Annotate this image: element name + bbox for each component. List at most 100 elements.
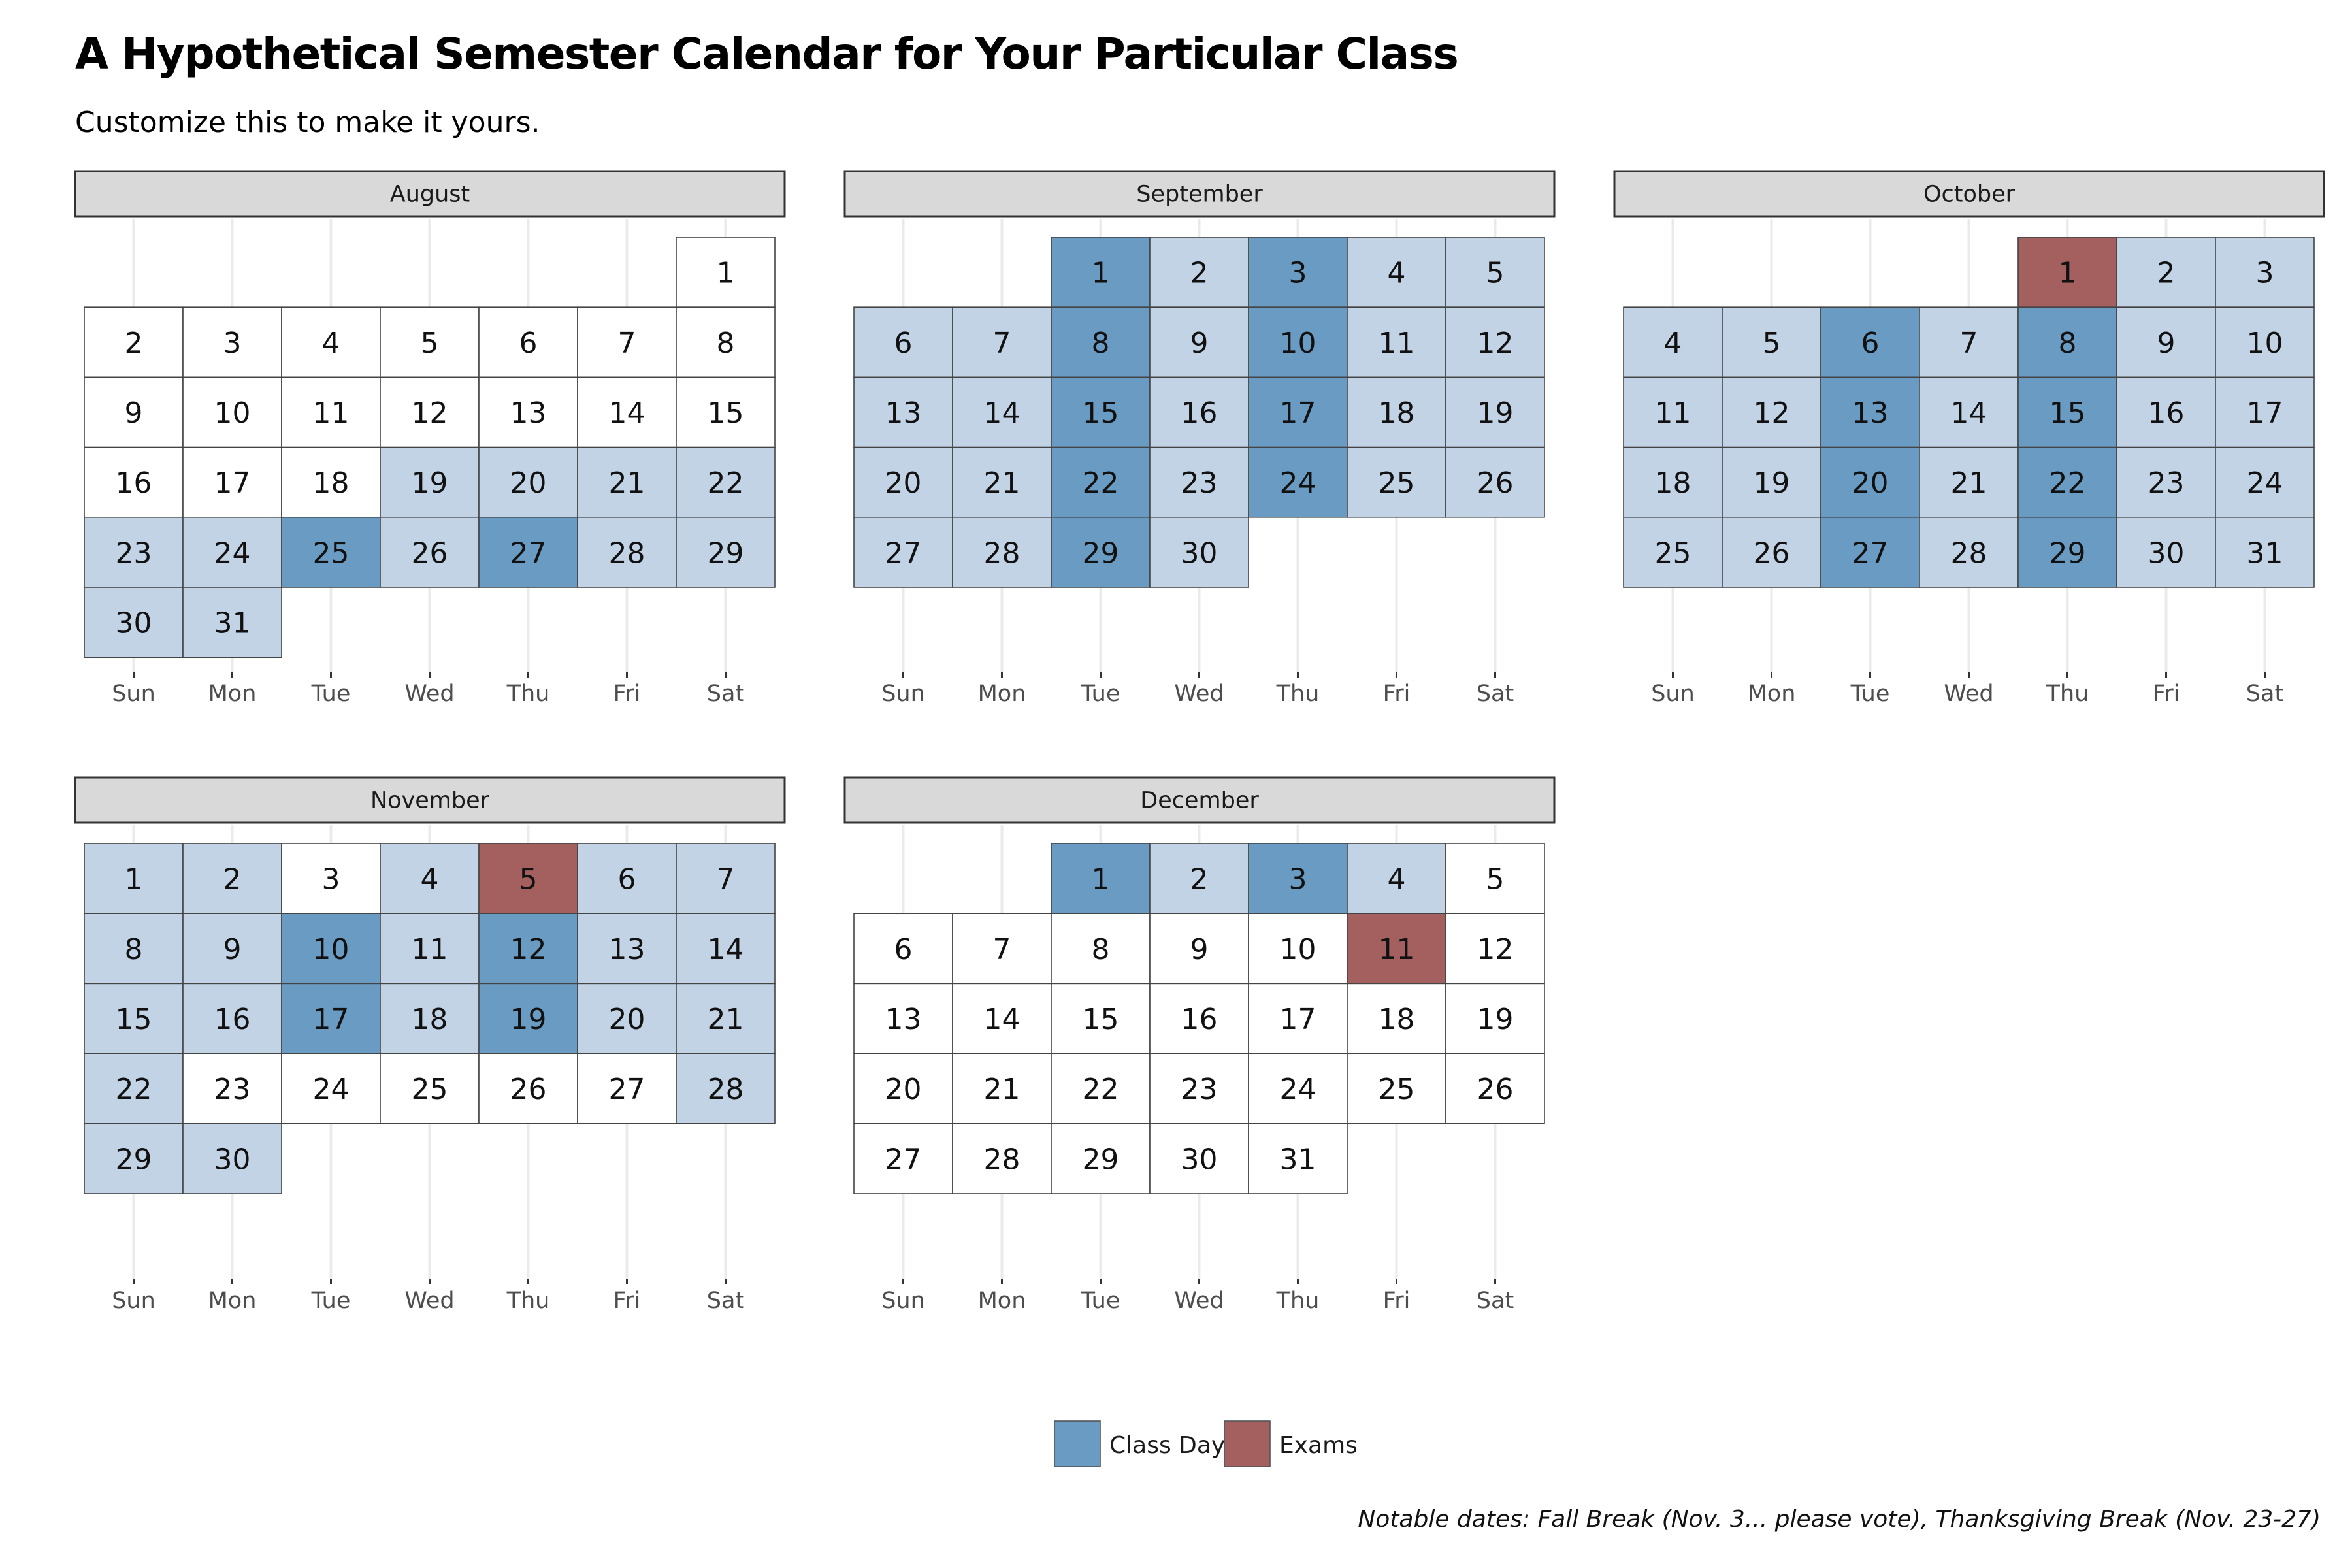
day-number: 28 bbox=[1951, 536, 1987, 570]
day-number: 17 bbox=[1280, 397, 1316, 430]
day-cell bbox=[1248, 913, 1348, 985]
day-number: 12 bbox=[1754, 397, 1790, 430]
month-strip bbox=[74, 170, 786, 218]
chart-caption: Notable dates: Fall Break (Nov. 3... ple… bbox=[1358, 1506, 2321, 1533]
day-cell bbox=[1347, 913, 1446, 985]
day-cell bbox=[1149, 1053, 1249, 1124]
day-number: 1 bbox=[717, 257, 735, 290]
weekday-label: Sun bbox=[881, 1288, 925, 1314]
day-cell bbox=[676, 306, 776, 378]
day-number: 2 bbox=[1190, 863, 1209, 896]
day-number: 11 bbox=[412, 933, 448, 966]
day-number: 10 bbox=[214, 397, 251, 430]
day-number: 10 bbox=[2247, 327, 2283, 360]
day-cell bbox=[952, 376, 1052, 448]
day-cell bbox=[676, 983, 776, 1054]
day-number: 19 bbox=[1477, 1003, 1514, 1036]
day-cell bbox=[577, 983, 677, 1054]
weekday-label: Wed bbox=[1174, 1288, 1224, 1314]
day-number: 15 bbox=[116, 1003, 152, 1036]
legend: Class Day Exams bbox=[1054, 1420, 1358, 1467]
day-number: 30 bbox=[116, 607, 152, 640]
day-cell bbox=[2017, 446, 2117, 518]
day-number: 27 bbox=[609, 1073, 645, 1106]
day-number: 29 bbox=[1083, 536, 1119, 570]
day-number: 18 bbox=[313, 466, 350, 500]
day-cell bbox=[1347, 1053, 1446, 1124]
day-cell bbox=[478, 913, 578, 985]
day-cell bbox=[380, 1053, 480, 1124]
day-number: 13 bbox=[885, 1003, 922, 1036]
weekday-label: Tue bbox=[1081, 681, 1120, 707]
day-number: 31 bbox=[1280, 1143, 1316, 1176]
day-number: 23 bbox=[116, 536, 152, 570]
day-cell bbox=[478, 1053, 578, 1124]
day-cell bbox=[1445, 1053, 1545, 1124]
day-cell bbox=[84, 376, 184, 448]
weekday-label: Tue bbox=[311, 681, 351, 707]
day-number: 16 bbox=[1181, 1003, 1218, 1036]
day-cell bbox=[182, 983, 282, 1054]
day-cell bbox=[952, 913, 1052, 985]
day-number: 10 bbox=[1280, 933, 1316, 966]
day-number: 27 bbox=[885, 536, 922, 570]
day-number: 4 bbox=[322, 327, 340, 360]
day-cell bbox=[1149, 983, 1249, 1054]
day-number: 22 bbox=[116, 1073, 152, 1106]
month-strip bbox=[843, 170, 1556, 218]
day-number: 11 bbox=[1379, 933, 1415, 966]
day-number: 20 bbox=[609, 1003, 645, 1036]
day-number: 17 bbox=[2247, 397, 2283, 430]
day-number: 11 bbox=[1655, 397, 1691, 430]
day-number: 31 bbox=[2247, 536, 2283, 570]
day-number: 4 bbox=[421, 863, 439, 896]
day-number: 6 bbox=[1861, 327, 1880, 360]
day-number: 14 bbox=[984, 1003, 1021, 1036]
day-number: 19 bbox=[412, 466, 448, 500]
day-number: 6 bbox=[519, 327, 538, 360]
day-cell bbox=[1248, 983, 1348, 1054]
day-number: 30 bbox=[214, 1143, 251, 1176]
day-cell bbox=[1149, 516, 1249, 588]
day-number: 4 bbox=[1388, 257, 1406, 290]
day-number: 1 bbox=[1092, 863, 1110, 896]
day-number: 4 bbox=[1388, 863, 1406, 896]
day-cell bbox=[1445, 376, 1545, 448]
day-cell bbox=[182, 1123, 282, 1194]
day-cell bbox=[84, 446, 184, 518]
weekday-label: Wed bbox=[404, 1288, 454, 1314]
day-cell bbox=[676, 516, 776, 588]
day-cell bbox=[1248, 1123, 1348, 1194]
weekday-label: Sun bbox=[112, 681, 155, 707]
day-number: 14 bbox=[708, 933, 744, 966]
day-number: 2 bbox=[1190, 257, 1209, 290]
day-number: 25 bbox=[1379, 466, 1415, 500]
month-label: August bbox=[390, 182, 470, 208]
day-cell bbox=[281, 983, 381, 1054]
day-number: 3 bbox=[322, 863, 340, 896]
weekday-label: Tue bbox=[311, 1288, 351, 1314]
day-cell bbox=[676, 913, 776, 985]
weekday-label: Fri bbox=[2153, 681, 2180, 707]
weekday-label: Thu bbox=[506, 1288, 550, 1314]
day-number: 27 bbox=[510, 536, 547, 570]
day-number: 13 bbox=[510, 397, 547, 430]
day-cell bbox=[1051, 446, 1151, 518]
day-cell bbox=[2017, 376, 2117, 448]
day-cell bbox=[2215, 446, 2315, 518]
day-number: 16 bbox=[2148, 397, 2185, 430]
weekday-label: Wed bbox=[404, 681, 454, 707]
day-number: 6 bbox=[618, 863, 636, 896]
day-cell bbox=[1722, 446, 1821, 518]
day-number: 26 bbox=[510, 1073, 547, 1106]
day-cell bbox=[676, 446, 776, 518]
day-cell bbox=[281, 446, 381, 518]
weekday-label: Fri bbox=[613, 1288, 641, 1314]
day-cell bbox=[1919, 446, 2019, 518]
day-cell bbox=[1248, 843, 1348, 914]
day-number: 24 bbox=[1280, 466, 1316, 500]
day-cell bbox=[1051, 913, 1151, 985]
day-number: 24 bbox=[1280, 1073, 1316, 1106]
weekday-label: Thu bbox=[1276, 681, 1320, 707]
